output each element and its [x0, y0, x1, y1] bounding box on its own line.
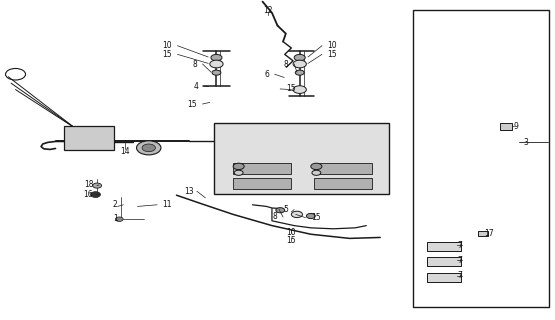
- Circle shape: [306, 213, 315, 219]
- Text: 7: 7: [457, 241, 462, 250]
- Text: 8: 8: [192, 60, 197, 68]
- Bar: [314, 163, 372, 174]
- Bar: [427, 257, 461, 266]
- Circle shape: [294, 54, 305, 61]
- Circle shape: [293, 86, 306, 93]
- Circle shape: [90, 192, 100, 197]
- Circle shape: [234, 170, 243, 175]
- Circle shape: [115, 217, 123, 221]
- Circle shape: [212, 70, 221, 75]
- Text: 14: 14: [120, 147, 130, 156]
- Circle shape: [93, 183, 102, 188]
- Bar: [500, 123, 512, 130]
- Bar: [214, 123, 388, 194]
- Text: 15: 15: [163, 50, 172, 59]
- Bar: [427, 242, 461, 251]
- Text: 17: 17: [485, 229, 495, 238]
- Circle shape: [137, 141, 161, 155]
- Bar: [413, 10, 549, 307]
- Circle shape: [211, 54, 222, 61]
- Text: 12: 12: [263, 6, 273, 15]
- Circle shape: [311, 163, 322, 170]
- Circle shape: [276, 208, 285, 213]
- Circle shape: [295, 70, 304, 75]
- Text: 11: 11: [163, 200, 172, 209]
- Text: 10: 10: [286, 228, 296, 237]
- Circle shape: [233, 163, 244, 170]
- Text: 15: 15: [311, 213, 320, 222]
- Text: 1: 1: [113, 214, 118, 223]
- Bar: [314, 178, 372, 189]
- Bar: [427, 273, 461, 282]
- Text: 10: 10: [327, 41, 337, 50]
- Text: 8: 8: [273, 212, 278, 221]
- Text: 13: 13: [184, 187, 194, 196]
- Text: 7: 7: [457, 271, 462, 280]
- Text: 18: 18: [84, 180, 93, 189]
- Text: 15: 15: [188, 100, 197, 108]
- Text: 8: 8: [284, 60, 289, 68]
- Circle shape: [291, 211, 302, 218]
- Text: 10: 10: [163, 41, 172, 50]
- Text: 15: 15: [286, 84, 295, 93]
- Text: 5: 5: [284, 205, 289, 214]
- Text: 3: 3: [524, 138, 528, 147]
- Text: 15: 15: [327, 50, 337, 59]
- Text: 2: 2: [113, 200, 118, 209]
- Text: 4: 4: [193, 82, 198, 91]
- Text: 7: 7: [457, 256, 462, 265]
- Text: 16: 16: [84, 190, 93, 199]
- Circle shape: [210, 60, 223, 68]
- Circle shape: [293, 60, 306, 68]
- Circle shape: [142, 144, 155, 152]
- Circle shape: [312, 170, 321, 175]
- Bar: [64, 126, 114, 150]
- Text: 15: 15: [286, 236, 296, 245]
- Text: 9: 9: [514, 122, 518, 131]
- Bar: [233, 163, 291, 174]
- Bar: [233, 178, 291, 189]
- Bar: [478, 231, 488, 236]
- Text: 6: 6: [264, 70, 269, 79]
